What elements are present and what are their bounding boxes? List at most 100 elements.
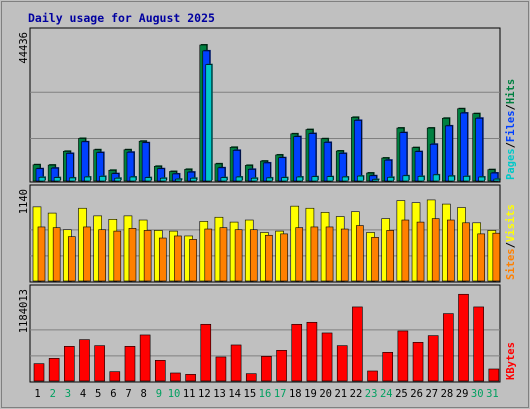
bar-pages <box>84 176 91 182</box>
day-bar-group <box>199 221 213 282</box>
day-bar-group <box>457 207 470 282</box>
bar-pages <box>402 175 410 182</box>
day-bar-group <box>93 215 106 282</box>
x-tick-label: 16 <box>259 388 272 400</box>
day-bar-group <box>230 344 242 382</box>
day-bar-group <box>366 172 380 182</box>
bar-kbytes <box>154 360 166 382</box>
day-bar-group <box>290 205 304 282</box>
bar-pages <box>175 178 182 182</box>
panel-bottom: 1184013 KBytes <box>18 284 517 383</box>
bar-sites <box>37 226 46 282</box>
bar-pages <box>144 177 152 182</box>
bar-sites <box>204 228 213 282</box>
bar-kbytes <box>139 334 151 382</box>
x-tick-label: 3 <box>65 388 71 400</box>
legend-item: KBytes <box>505 342 517 380</box>
bar-sites <box>158 237 167 282</box>
bar-kbytes <box>200 323 212 382</box>
bar-pages <box>190 177 197 182</box>
day-bar-group <box>275 230 288 282</box>
bar-sites <box>219 227 228 282</box>
x-tick-label: 29 <box>456 388 469 400</box>
panel-middle: 1140 Sites/Visits <box>18 184 517 283</box>
bar-sites <box>477 233 485 282</box>
day-bar-group <box>139 334 151 382</box>
day-bar-group <box>48 358 60 382</box>
day-bar-group <box>291 323 303 382</box>
day-bar-group <box>381 157 395 182</box>
bar-sites <box>265 234 273 282</box>
bar-pages <box>417 176 425 182</box>
bar-kbytes <box>230 344 242 382</box>
legend-item: Pages <box>505 148 517 180</box>
day-bar-group <box>487 230 501 282</box>
legend-top: Pages/Files/Hits <box>505 79 517 180</box>
bar-kbytes <box>185 374 196 382</box>
legend-item: / <box>505 242 517 248</box>
bar-files <box>460 112 468 182</box>
bar-files <box>399 132 408 182</box>
day-bar-group <box>396 127 410 182</box>
x-axis-day-labels: 1 2 3 4 5 6 7 8 9 10 11 12 13 14 15 16 17 18 19 20 21 22 23 24 2… <box>34 388 498 400</box>
bar-files <box>445 125 453 182</box>
bar-kbytes <box>367 370 378 382</box>
bar-pages <box>372 179 379 182</box>
day-bar-group <box>109 371 121 382</box>
x-tick-label: 30 <box>471 388 484 400</box>
bar-sites <box>52 227 61 282</box>
day-bar-group <box>108 219 122 282</box>
bar-files <box>66 153 74 182</box>
bar-sites <box>325 226 334 282</box>
day-bar-group <box>229 221 243 282</box>
bar-sites <box>386 230 395 282</box>
bar-kbytes <box>473 306 484 382</box>
x-tick-label: 26 <box>410 388 423 400</box>
day-bar-group <box>244 219 258 282</box>
legend-item: Hits <box>505 79 517 104</box>
day-bar-group <box>412 342 424 382</box>
bar-sites <box>340 228 349 282</box>
bar-files <box>354 120 362 182</box>
chart-panels: 44436Pages/Files/Hits1140Sites/Visits118… <box>18 27 517 383</box>
bar-kbytes <box>352 306 363 382</box>
day-bar-group <box>184 168 198 182</box>
bar-sites <box>356 225 364 282</box>
day-bar-group <box>457 107 471 182</box>
day-bar-group <box>260 160 274 182</box>
x-tick-label: 9 <box>156 388 162 400</box>
day-bar-group <box>366 232 379 282</box>
x-tick-label: 6 <box>110 388 116 400</box>
day-bar-group <box>473 306 484 382</box>
x-tick-label: 4 <box>80 388 86 400</box>
day-bar-group <box>245 373 257 382</box>
day-bar-group <box>154 360 166 382</box>
bar-sites <box>249 229 258 282</box>
bar-kbytes <box>427 335 439 382</box>
bar-sites <box>310 226 319 282</box>
day-bar-group <box>138 219 152 282</box>
bar-pages <box>220 177 228 182</box>
day-bar-group <box>123 215 137 282</box>
bar-pages <box>478 176 485 182</box>
x-tick-label: 13 <box>213 388 226 400</box>
bar-sites <box>113 230 122 282</box>
bar-kbytes <box>124 346 136 382</box>
bar-kbytes <box>109 371 121 382</box>
day-bar-group <box>78 137 92 182</box>
legend-item: / <box>505 104 517 110</box>
x-tick-label: 1 <box>34 388 40 400</box>
bar-sites <box>371 237 379 282</box>
bar-pages <box>387 177 395 182</box>
day-bar-group <box>321 332 333 382</box>
bar-pages <box>448 175 455 182</box>
bar-pages <box>326 176 334 182</box>
x-tick-label: 21 <box>334 388 347 400</box>
bar-files <box>475 117 483 182</box>
day-bar-group <box>260 232 273 282</box>
bar-pages <box>341 176 349 182</box>
day-bar-group <box>352 306 363 382</box>
day-bar-group <box>443 313 454 382</box>
day-bar-group <box>199 44 213 182</box>
